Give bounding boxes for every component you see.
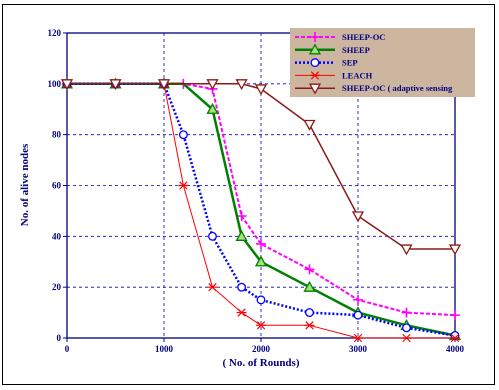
- x-tick-label: 3000: [349, 344, 368, 354]
- y-axis-label: No. of alive nodes: [19, 143, 31, 226]
- series-0: [62, 78, 460, 321]
- y-tick-label: 0: [57, 333, 62, 343]
- circle-marker: [178, 130, 188, 140]
- plus-marker: [236, 211, 247, 221]
- legend-label: SEP: [342, 58, 358, 68]
- triangle-down-marker: [351, 211, 365, 223]
- circle-marker: [402, 323, 411, 333]
- asterisk-marker: [353, 333, 363, 343]
- circle-marker: [310, 58, 320, 68]
- circle-marker: [256, 295, 266, 305]
- plus-marker: [401, 307, 412, 318]
- asterisk-marker: [178, 181, 189, 190]
- x-tick-label: 0: [65, 344, 70, 354]
- triangle-down-marker: [303, 119, 316, 131]
- legend-label: SHEEP-OC: [342, 32, 385, 42]
- circle-marker: [450, 331, 460, 340]
- triangle-marker: [308, 43, 322, 55]
- asterisk-marker: [304, 321, 315, 330]
- y-tick-label: 40: [52, 231, 62, 241]
- triangle-marker: [254, 255, 268, 267]
- triangle-down-marker: [400, 244, 413, 256]
- x-axis-label: ( No. of Rounds): [222, 357, 299, 369]
- axes: [63, 32, 456, 342]
- circle-marker: [353, 310, 363, 320]
- x-tick-label: 4000: [446, 344, 465, 354]
- plus-marker: [304, 264, 315, 275]
- triangle-down-marker: [109, 79, 122, 91]
- asterisk-marker: [310, 71, 320, 80]
- legend-label: SHEEP-OC ( adaptive sensing: [342, 83, 453, 93]
- triangle-down-marker: [448, 244, 462, 256]
- tick-labels: 0 20 40 60 80 100 120 0 1000 2000 3000 4000: [48, 28, 465, 354]
- plus-marker: [353, 294, 363, 305]
- legend-label: LEACH: [342, 70, 373, 80]
- triangle-down-marker: [60, 79, 74, 91]
- circle-marker: [208, 231, 217, 241]
- triangle-down-marker: [254, 84, 268, 96]
- series-lines: [60, 77, 462, 343]
- triangle-marker: [206, 102, 219, 114]
- legend-label: SHEEP: [342, 45, 370, 55]
- x-tick-label: 2000: [252, 344, 271, 354]
- y-tick-label: 100: [48, 79, 62, 89]
- circle-marker: [237, 282, 247, 292]
- asterisk-marker: [207, 282, 218, 292]
- plus-marker: [310, 32, 320, 42]
- triangle-marker: [303, 280, 316, 292]
- plus-marker: [256, 238, 266, 249]
- legend: SHEEP-OC SHEEP SEP LEACH SHEEP-OC ( adaptive…: [290, 28, 475, 97]
- circle-marker: [305, 308, 314, 318]
- y-tick-label: 120: [48, 28, 62, 38]
- asterisk-marker: [256, 321, 266, 330]
- asterisk-marker: [450, 333, 460, 343]
- asterisk-marker: [401, 333, 412, 343]
- triangle-down-marker: [206, 79, 219, 91]
- triangle-down-marker: [308, 83, 322, 95]
- triangle-down-marker: [157, 79, 171, 91]
- plus-marker: [450, 310, 460, 321]
- y-tick-label: 60: [52, 181, 62, 191]
- series-4: [60, 79, 462, 256]
- y-tick-label: 80: [52, 130, 62, 140]
- triangle-down-marker: [235, 79, 248, 91]
- y-tick-label: 20: [52, 282, 62, 292]
- x-tick-label: 1000: [155, 344, 174, 354]
- asterisk-marker: [236, 308, 247, 317]
- triangle-marker: [235, 229, 248, 241]
